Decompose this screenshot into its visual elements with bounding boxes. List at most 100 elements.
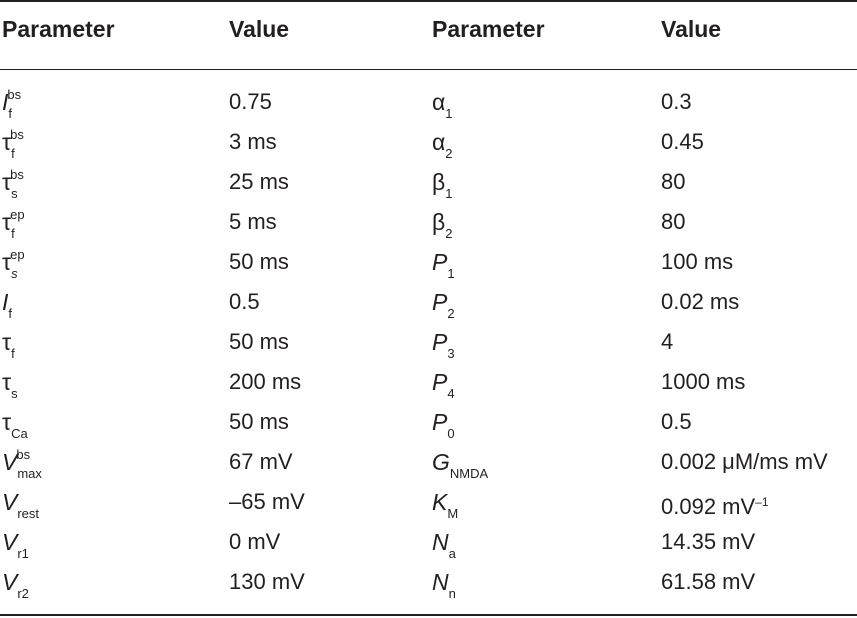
symbol-superscript: bs — [16, 447, 31, 462]
value-text: 4 — [661, 329, 674, 354]
header-value-1: Value — [229, 16, 290, 42]
symbol-base: P — [432, 249, 448, 275]
value-text: 80 — [661, 209, 686, 234]
parameter-symbol: τ ep f — [2, 207, 25, 241]
value-text: 5 ms — [229, 209, 277, 234]
top-rule — [0, 0, 857, 2]
value-cell: 50 ms — [229, 250, 289, 274]
value-cell: 25 ms — [229, 170, 289, 194]
symbol-subscript: f — [11, 146, 15, 161]
value-text: 130 mV — [229, 569, 305, 594]
symbol-base: P — [432, 409, 448, 435]
value-cell: 130 mV — [229, 570, 305, 594]
symbol-subscript: 3 — [447, 346, 455, 361]
value-cell: 80 — [661, 210, 685, 234]
value-cell: 0.02 ms — [661, 290, 739, 314]
symbol-superscript: ep — [10, 207, 25, 222]
parameter-symbol: τ bs s — [2, 167, 24, 201]
value-cell: 80 — [661, 170, 685, 194]
value-text: 50 ms — [229, 249, 289, 274]
value-cell: 50 ms — [229, 410, 289, 434]
value-text: 25 ms — [229, 169, 289, 194]
symbol-subscript: 1 — [445, 186, 453, 201]
parameter-symbol: τ ep s — [2, 247, 25, 281]
value-text: 0.5 — [229, 289, 260, 314]
symbol-superscript: bs — [7, 87, 22, 102]
symbol-subscript: rest — [17, 506, 40, 521]
symbol-subscript: n — [448, 586, 456, 601]
parameter-cell: τ bs f — [2, 127, 24, 161]
symbol-subscript: f — [11, 346, 15, 361]
symbol-subscript: 1 — [447, 266, 455, 281]
value-cell: 4 — [661, 330, 673, 354]
symbol-superscript: ep — [10, 247, 25, 262]
table-row: τ bs s 25 ms β 1 80 — [0, 160, 857, 201]
symbol-subscript: 0 — [447, 426, 455, 441]
symbol-subscript: 2 — [445, 226, 453, 241]
bottom-rule — [0, 614, 857, 616]
value-text: 67 mV — [229, 449, 293, 474]
symbol-base: K — [432, 489, 448, 515]
symbol-base: N — [432, 529, 449, 555]
value-text: 0.02 ms — [661, 289, 740, 314]
value-text: 0.002 μM/ms mV — [661, 449, 828, 474]
value-text: –65 mV — [229, 489, 305, 514]
parameter-symbol: G NMDA — [432, 449, 488, 481]
value-cell: 50 ms — [229, 330, 289, 354]
value-text: 0.3 — [661, 89, 692, 114]
symbol-subscript: r2 — [17, 586, 29, 601]
symbol-base: τ — [2, 169, 12, 195]
symbol-base: τ — [2, 369, 12, 395]
symbol-subscript: f — [11, 226, 15, 241]
symbol-subscript: Ca — [11, 426, 28, 441]
value-cell: 0.5 — [661, 410, 692, 434]
value-cell: 200 ms — [229, 370, 301, 394]
header-parameter-2: Parameter — [432, 16, 545, 42]
symbol-subscript: 4 — [447, 386, 455, 401]
parameter-cell: G NMDA — [432, 449, 488, 481]
symbol-base: P — [432, 329, 448, 355]
value-text: 14.35 mV — [661, 529, 756, 554]
value-text: 3 ms — [229, 129, 277, 154]
symbol-base: τ — [2, 249, 12, 275]
value-cell: 0.002 μM/ms mV — [661, 450, 828, 474]
value-text: 200 ms — [229, 369, 302, 394]
symbol-base: I — [2, 89, 9, 115]
parameter-cell: τ bs s — [2, 167, 24, 201]
value-cell: 0 mV — [229, 530, 280, 554]
symbol-base: β — [432, 169, 446, 195]
symbol-base: G — [432, 449, 450, 475]
value-text: 0 mV — [229, 529, 281, 554]
value-text: 61.58 mV — [661, 569, 756, 594]
value-cell: 14.35 mV — [661, 530, 755, 554]
value-text: 0.5 — [661, 409, 692, 434]
value-cell: 0.5 — [229, 290, 260, 314]
symbol-base: V — [2, 529, 18, 555]
table-row: τ bs f 3 ms α 2 0.45 — [0, 120, 857, 161]
